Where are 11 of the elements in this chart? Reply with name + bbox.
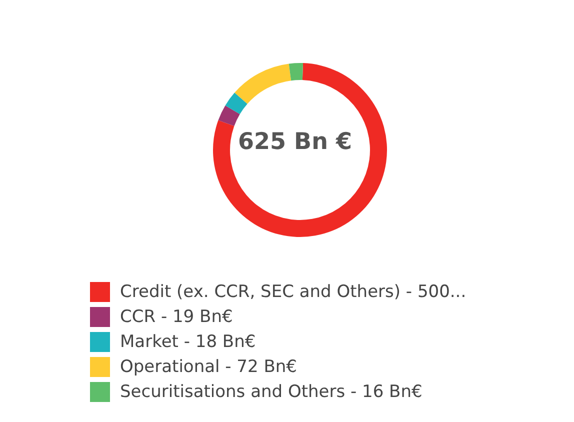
text: 625 Bn € [237,129,353,155]
donut-slice [234,64,292,104]
donut-slice [225,92,248,114]
legend-label: Securitisations and Others - 16 Bn€ [120,382,422,402]
donut-slice [218,105,240,126]
legend-label: Market - 18 Bn€ [120,332,256,352]
donut-slice [288,63,304,81]
donut-slice [213,63,387,237]
legend-label: CCR - 19 Bn€ [120,306,233,326]
legend-label: Operational - 72 Bn€ [120,356,297,376]
legend-label: Credit (ex. CCR, SEC and Others) - 500... [120,282,466,302]
